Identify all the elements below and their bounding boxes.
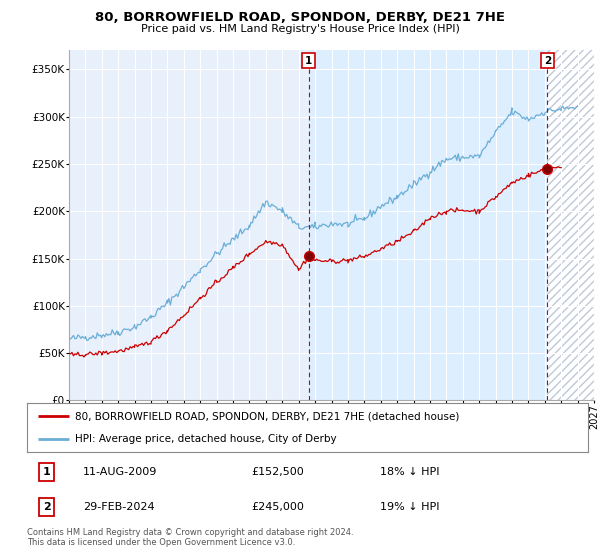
Bar xyxy=(547,50,594,400)
Text: 1: 1 xyxy=(305,55,312,66)
Text: Price paid vs. HM Land Registry's House Price Index (HPI): Price paid vs. HM Land Registry's House … xyxy=(140,24,460,34)
Text: Contains HM Land Registry data © Crown copyright and database right 2024.: Contains HM Land Registry data © Crown c… xyxy=(27,528,353,536)
Text: 80, BORROWFIELD ROAD, SPONDON, DERBY, DE21 7HE: 80, BORROWFIELD ROAD, SPONDON, DERBY, DE… xyxy=(95,11,505,24)
Text: 18% ↓ HPI: 18% ↓ HPI xyxy=(380,466,440,477)
Bar xyxy=(547,50,594,400)
Text: 19% ↓ HPI: 19% ↓ HPI xyxy=(380,502,440,512)
Text: £152,500: £152,500 xyxy=(251,466,304,477)
Bar xyxy=(308,50,547,400)
Text: 29-FEB-2024: 29-FEB-2024 xyxy=(83,502,155,512)
Text: 2: 2 xyxy=(544,55,551,66)
Text: £245,000: £245,000 xyxy=(251,502,304,512)
Text: 1: 1 xyxy=(43,466,50,477)
Text: 11-AUG-2009: 11-AUG-2009 xyxy=(83,466,157,477)
Text: HPI: Average price, detached house, City of Derby: HPI: Average price, detached house, City… xyxy=(74,434,337,444)
Text: 80, BORROWFIELD ROAD, SPONDON, DERBY, DE21 7HE (detached house): 80, BORROWFIELD ROAD, SPONDON, DERBY, DE… xyxy=(74,412,459,421)
Text: 2: 2 xyxy=(43,502,50,512)
Text: This data is licensed under the Open Government Licence v3.0.: This data is licensed under the Open Gov… xyxy=(27,538,295,547)
